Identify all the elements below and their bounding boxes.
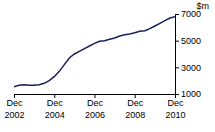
y-axis-title: $m [196,1,209,11]
x-tick: Dec2004 [45,94,65,120]
y-tick-mark [175,67,179,68]
y-axis: 1000300050007000 [175,9,201,99]
y-axis-line [176,15,180,95]
x-axis: Dec2002 Dec2004 Dec2006 Dec2008 Dec2010 [4,94,185,120]
y-tick-label: 5000 [181,36,201,46]
marks [14,17,175,87]
x-tick-label: Dec2008 [125,98,145,120]
y-tick-mark [175,94,179,95]
y-tick: 1000 [175,89,201,99]
x-tick: Dec2002 [4,94,24,120]
x-tick-label: Dec2002 [4,98,24,120]
series-line [14,17,175,87]
y-tick-label: 3000 [181,63,201,73]
plot: Dec2002 Dec2004 Dec2006 Dec2008 Dec20101000 3… [4,9,201,120]
x-tick: Dec2008 [125,94,145,120]
y-tick-label: 1000 [181,89,201,99]
y-tick: 5000 [175,36,201,46]
x-tick-label: Dec2006 [85,98,105,120]
chart: Dec2002 Dec2004 Dec2006 Dec2008 Dec20101000 3… [0,0,215,132]
y-tick: 3000 [175,63,201,73]
y-tick-mark [175,14,179,15]
x-tick-label: Dec2010 [165,98,185,120]
x-tick-label: Dec2004 [45,98,65,120]
y-tick-mark [175,41,179,42]
x-tick: Dec2006 [85,94,105,120]
